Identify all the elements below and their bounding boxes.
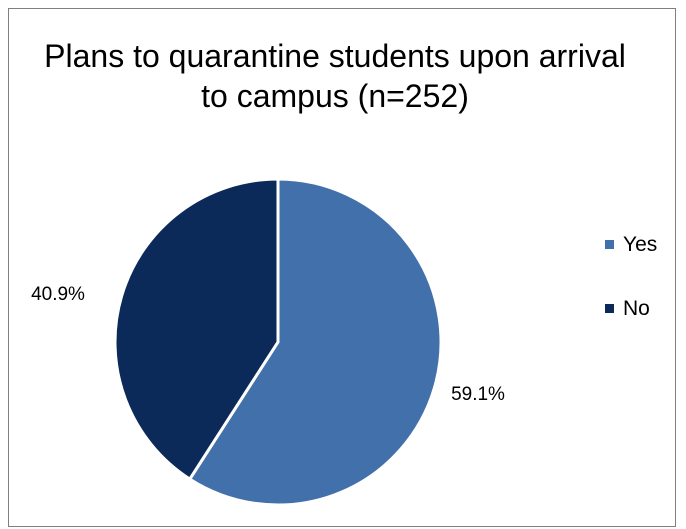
legend-swatch-yes [605, 240, 614, 249]
pie-slice-no [113, 177, 280, 481]
legend-label-yes: Yes [623, 233, 657, 256]
legend-swatch-no [605, 304, 614, 313]
pie-slices [113, 177, 443, 507]
legend-label-no: No [623, 297, 650, 320]
chart-title: Plans to quarantine students upon arriva… [44, 38, 626, 114]
pie-slice-labels: 59.1% 40.9% [31, 284, 505, 405]
pie-slice-yes [188, 177, 443, 507]
slice-label-no: 40.9% [31, 284, 85, 305]
legend: Yes No [605, 233, 657, 320]
slice-label-yes: 59.1% [451, 384, 505, 405]
